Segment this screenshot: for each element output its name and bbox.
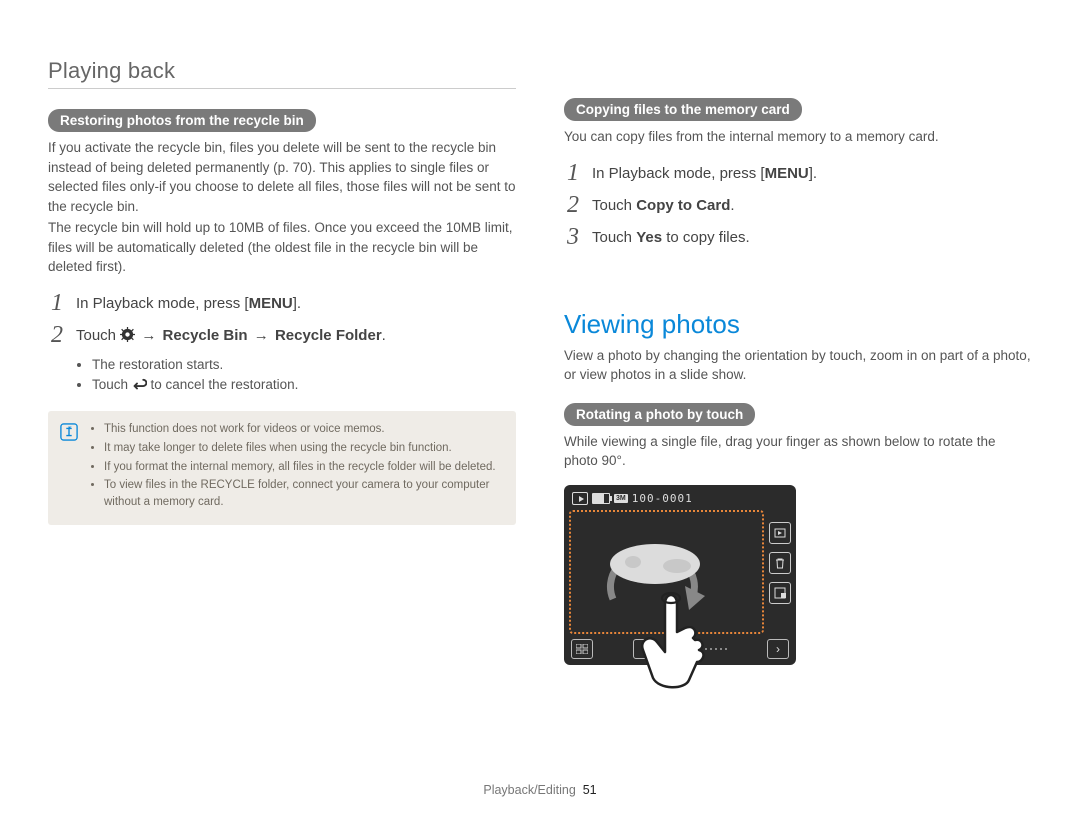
rotating-desc: While viewing a single file, drag your f… bbox=[564, 432, 1032, 471]
edit-icon bbox=[769, 582, 791, 604]
camera-screen-illustration: 3M 100-0001 bbox=[564, 485, 796, 665]
step-text: Touch Yes to copy files. bbox=[592, 225, 750, 248]
copying-steps: 1 In Playback mode, press [MENU]. 2 Touc… bbox=[564, 161, 1032, 249]
battery-icon bbox=[592, 493, 610, 504]
playback-mode-icon bbox=[572, 492, 588, 505]
footer-page-number: 51 bbox=[583, 783, 597, 797]
left-column: Playing back Restoring photos from the r… bbox=[48, 58, 516, 665]
return-icon bbox=[132, 376, 147, 391]
note-list: This function does not work for videos o… bbox=[88, 421, 504, 512]
note-item: To view files in the RECYCLE folder, con… bbox=[104, 477, 504, 510]
thumbnail-grid-icon bbox=[571, 639, 593, 659]
gear-settings-icon bbox=[120, 327, 135, 342]
right-column: Copying files to the memory card You can… bbox=[564, 58, 1032, 665]
copying-para: You can copy files from the internal mem… bbox=[564, 127, 1032, 147]
photo-viewport bbox=[569, 510, 764, 634]
step-number: 1 bbox=[564, 161, 582, 185]
heading-copying: Copying files to the memory card bbox=[564, 98, 802, 121]
step-number: 1 bbox=[48, 291, 66, 315]
file-counter: 100-0001 bbox=[632, 492, 693, 505]
page-header: Playing back bbox=[48, 58, 516, 89]
step-text: In Playback mode, press [MENU]. bbox=[592, 161, 817, 184]
step-text: Touch → Recycle Bin → Recycle Folder. bbox=[76, 323, 386, 346]
step-number: 3 bbox=[564, 225, 582, 249]
heading-rotating: Rotating a photo by touch bbox=[564, 403, 755, 426]
screen-status-bar: 3M 100-0001 bbox=[569, 490, 791, 508]
info-icon bbox=[60, 423, 78, 441]
screen-side-toolbar bbox=[769, 510, 791, 634]
next-icon: › bbox=[767, 639, 789, 659]
slideshow-icon bbox=[769, 522, 791, 544]
restoring-steps: 1 In Playback mode, press [MENU]. 2 Touc… bbox=[48, 291, 516, 347]
step-text: In Playback mode, press [MENU]. bbox=[76, 291, 301, 314]
section-title-viewing: Viewing photos bbox=[564, 309, 1032, 340]
delete-icon bbox=[769, 552, 791, 574]
note-item: It may take longer to delete files when … bbox=[104, 440, 504, 457]
note-box: This function does not work for videos o… bbox=[48, 411, 516, 524]
substep: Touch to cancel the restoration. bbox=[92, 375, 516, 395]
pointing-hand-icon bbox=[637, 584, 711, 694]
note-item: This function does not work for videos o… bbox=[104, 421, 504, 438]
step-number: 2 bbox=[48, 323, 66, 347]
note-item: If you format the internal memory, all f… bbox=[104, 459, 504, 476]
restoring-para2: The recycle bin will hold up to 10MB of … bbox=[48, 218, 516, 277]
viewing-desc: View a photo by changing the orientation… bbox=[564, 346, 1032, 385]
heading-restoring: Restoring photos from the recycle bin bbox=[48, 109, 316, 132]
restoring-para1: If you activate the recycle bin, files y… bbox=[48, 138, 516, 216]
step-text: Touch Copy to Card. bbox=[592, 193, 735, 216]
step-number: 2 bbox=[564, 193, 582, 217]
substep: The restoration starts. bbox=[92, 355, 516, 375]
page-footer: Playback/Editing 51 bbox=[0, 783, 1080, 797]
footer-section: Playback/Editing bbox=[483, 783, 575, 797]
restoring-substeps: The restoration starts. Touch to cancel … bbox=[48, 355, 516, 396]
size-tag: 3M bbox=[614, 494, 628, 503]
